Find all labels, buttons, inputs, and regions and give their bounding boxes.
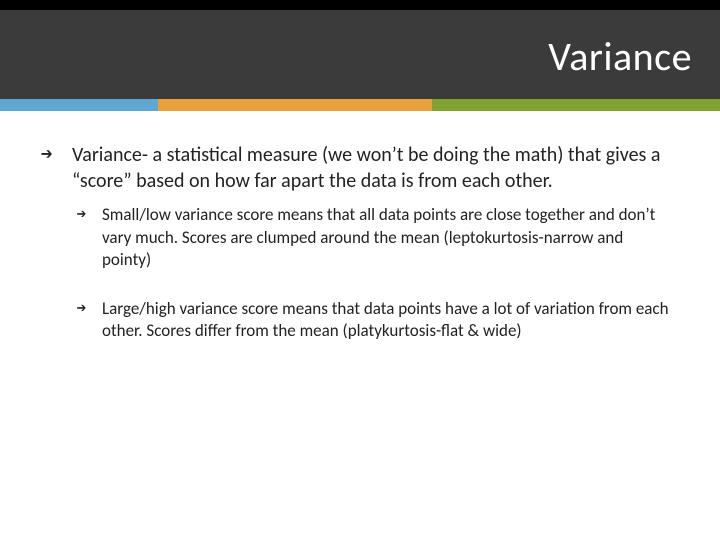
- bullet-main: Variance- a statistical measure (we won’…: [72, 143, 676, 342]
- sub-bullet-list: Small/low variance score means that all …: [72, 204, 676, 342]
- content-area: Variance- a statistical measure (we won’…: [0, 111, 720, 540]
- header-bar: Variance: [0, 0, 720, 99]
- strip-segment-1: [0, 99, 158, 111]
- accent-strip: [0, 99, 720, 111]
- slide: Variance Variance- a statistical measure…: [0, 0, 720, 540]
- page-title: Variance: [0, 32, 692, 81]
- strip-segment-3: [432, 99, 720, 111]
- bullet-main-text: Variance- a statistical measure (we won’…: [72, 143, 660, 193]
- bullet-sub-1: Small/low variance score means that all …: [102, 204, 676, 271]
- strip-segment-2: [158, 99, 432, 111]
- bullet-sub-2: Large/high variance score means that dat…: [102, 298, 676, 343]
